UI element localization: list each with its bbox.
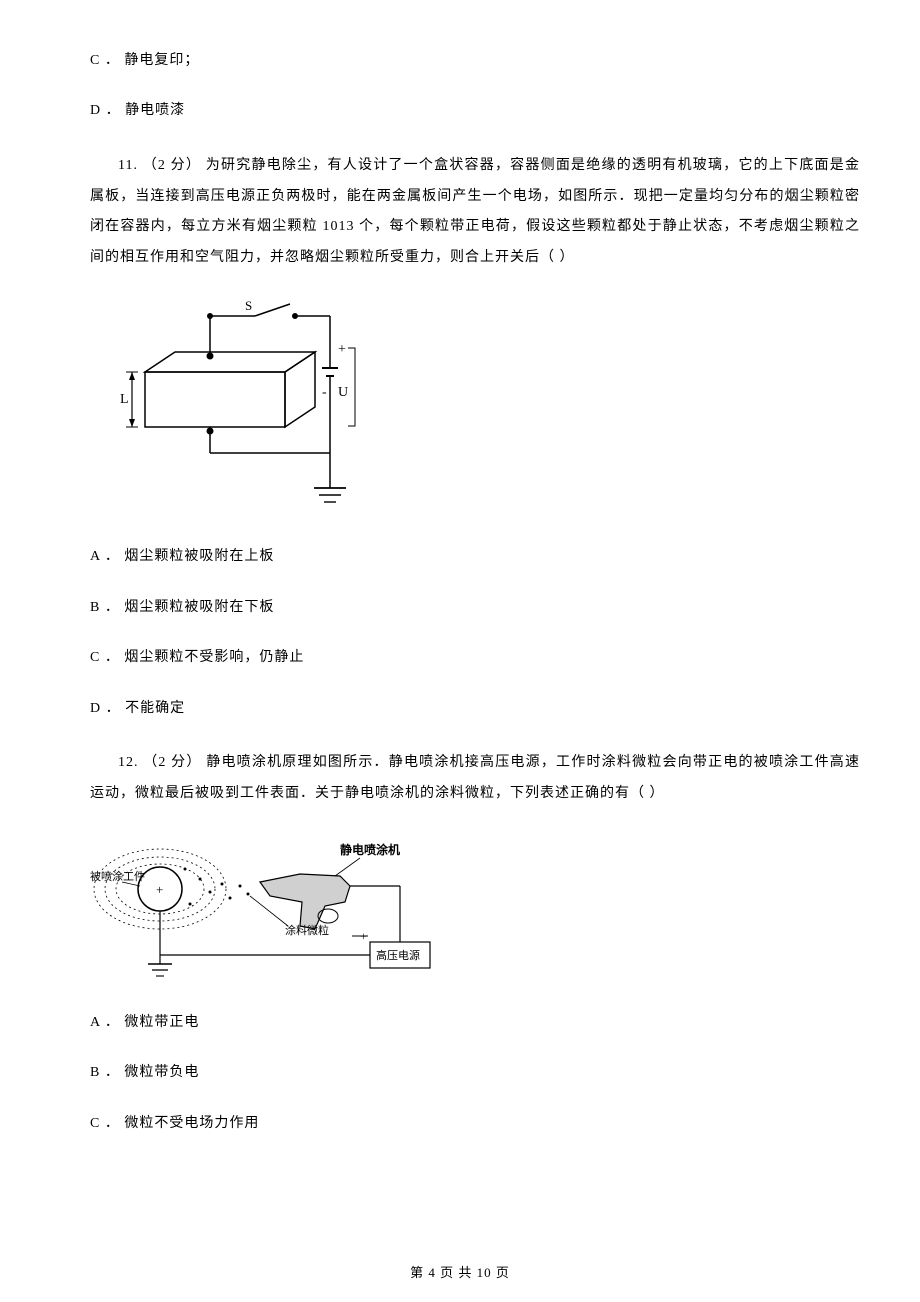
prev-option-d: D ． 静电喷漆 <box>90 100 860 122</box>
question-11-text: 11. （2 分） 为研究静电除尘，有人设计了一个盒状容器，容器侧面是绝缘的透明… <box>90 151 860 274</box>
prev-option-c: C ． 静电复印； <box>90 50 860 72</box>
question-11-figure: S L + - U <box>90 298 860 526</box>
svg-text:+: + <box>156 882 163 897</box>
q11-diagram: S L + - U <box>90 298 390 518</box>
q11-option-d: D ． 不能确定 <box>90 698 860 720</box>
q12-option-c: C ． 微粒不受电场力作用 <box>90 1113 860 1135</box>
q11-option-c: C ． 烟尘颗粒不受影响，仍静止 <box>90 647 860 669</box>
q12-option-b: B ． 微粒带负电 <box>90 1062 860 1084</box>
page: C ． 静电复印； D ． 静电喷漆 11. （2 分） 为研究静电除尘，有人设… <box>0 0 920 1302</box>
label-workpiece: 被喷涂工件 <box>90 869 145 883</box>
label-minus: - <box>322 385 327 400</box>
q11-option-a: A ． 烟尘颗粒被吸附在上板 <box>90 546 860 568</box>
q12-option-a: A ． 微粒带正电 <box>90 1012 860 1034</box>
label-particles: 涂料微粒 <box>285 923 329 937</box>
question-12-span: 12. （2 分） 静电喷涂机原理如图所示．静电喷涂机接高压电源，工作时涂料微粒… <box>90 755 860 801</box>
q12-diagram: + 被喷涂工件 静电喷涂机 涂料微粒 <box>90 834 470 984</box>
question-12-text: 12. （2 分） 静电喷涂机原理如图所示．静电喷涂机接高压电源，工作时涂料微粒… <box>90 748 860 810</box>
page-footer: 第 4 页 共 10 页 <box>0 1263 920 1284</box>
question-11-span: 11. （2 分） 为研究静电除尘，有人设计了一个盒状容器，容器侧面是绝缘的透明… <box>90 158 860 265</box>
label-plus: + <box>338 342 346 357</box>
label-s: S <box>245 298 252 313</box>
label-l: L <box>120 392 129 407</box>
label-power: 高压电源 <box>376 948 420 962</box>
q11-option-b: B ． 烟尘颗粒被吸附在下板 <box>90 597 860 619</box>
question-12-figure: + 被喷涂工件 静电喷涂机 涂料微粒 <box>90 834 860 992</box>
label-u: U <box>338 385 348 400</box>
label-sprayer: 静电喷涂机 <box>340 842 400 857</box>
